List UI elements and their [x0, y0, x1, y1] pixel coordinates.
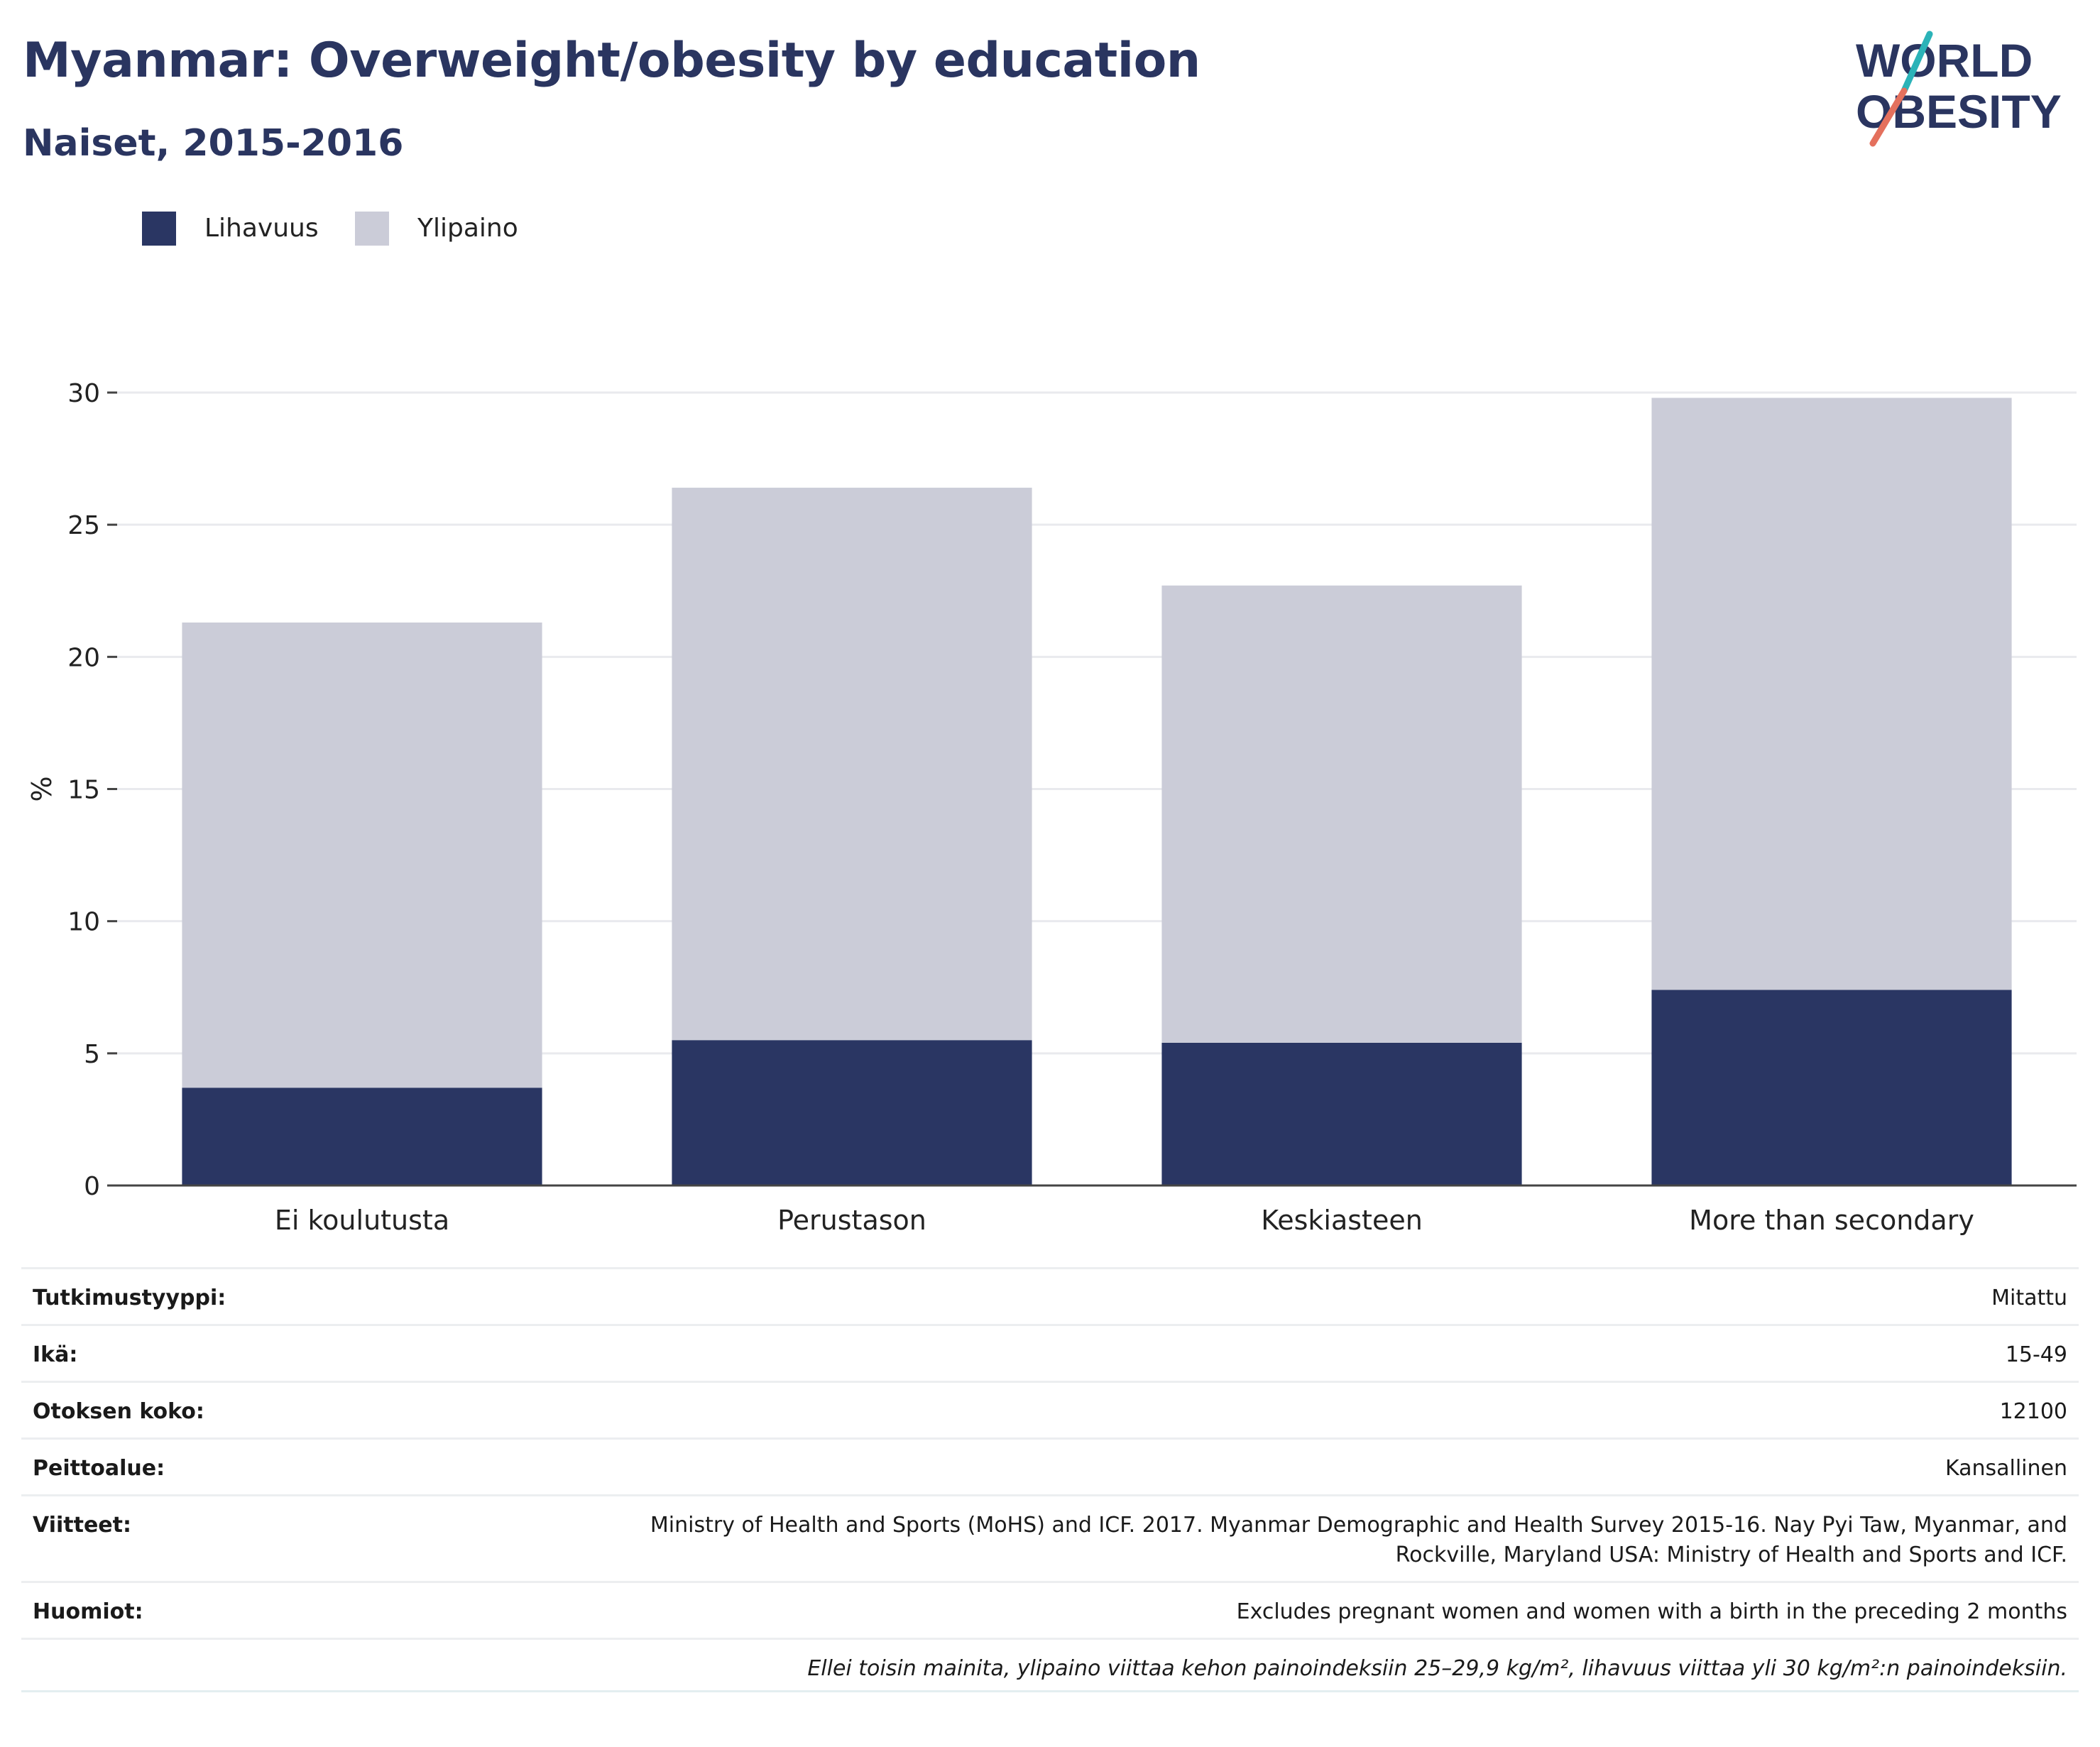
- meta-row-study-type: Tutkimustyyppi: Mitattu: [21, 1267, 2079, 1325]
- meta-row-references: Viitteet: Ministry of Health and Sports …: [21, 1494, 2079, 1582]
- meta-row-definition-note: Ellei toisin mainita, ylipaino viittaa k…: [21, 1638, 2079, 1692]
- meta-value: Kansallinen: [319, 1437, 2079, 1496]
- x-tick-label: Keskiasteen: [1261, 1205, 1423, 1236]
- meta-row-sample-size: Otoksen koko: 12100: [21, 1381, 2079, 1439]
- meta-value: Mitattu: [319, 1267, 2079, 1325]
- meta-key: Tutkimustyyppi:: [21, 1267, 319, 1325]
- bar-ylipaino-1: [182, 622, 542, 1088]
- metadata-table: Tutkimustyyppi: Mitattu Ikä: 15-49 Otoks…: [21, 1267, 2079, 1692]
- meta-row-notes: Huomiot: Excludes pregnant women and wom…: [21, 1581, 2079, 1639]
- meta-value: Excludes pregnant women and women with a…: [319, 1581, 2079, 1639]
- y-tick-label: 10: [67, 908, 100, 937]
- y-tick-label: 25: [67, 511, 100, 540]
- meta-value: 12100: [319, 1381, 2079, 1439]
- meta-value: 15-49: [319, 1324, 2079, 1382]
- bar-ylipaino-4: [1651, 398, 2012, 990]
- y-tick-label: 15: [67, 776, 100, 805]
- y-tick-label: 0: [84, 1172, 100, 1201]
- legend-label-lihavuus: Lihavuus: [204, 214, 319, 243]
- meta-value: Ministry of Health and Sports (MoHS) and…: [319, 1494, 2079, 1582]
- bar-ylipaino-3: [1161, 585, 1522, 1043]
- legend-label-ylipaino: Ylipaino: [417, 214, 518, 243]
- x-tick-label: Perustason: [777, 1205, 926, 1236]
- bar-chart: 0 5 10 15 20 25 30% Ei koulutusta Perustason Kesk…: [26, 379, 2077, 1236]
- meta-key: Ikä:: [21, 1324, 319, 1382]
- bar-ylipaino-2: [672, 488, 1032, 1041]
- y-tick-label: 5: [84, 1040, 100, 1069]
- chart-subtitle: Naiset, 2015-2016: [23, 122, 404, 165]
- chart-title: Myanmar: Overweight/obesity by education: [23, 33, 1201, 89]
- y-tick-label: 30: [67, 379, 100, 408]
- bar-lihavuus-3: [1161, 1042, 1522, 1185]
- meta-key: Viitteet:: [21, 1494, 319, 1582]
- world-obesity-logo: WORLD OBESITY: [1856, 31, 2062, 147]
- y-tick-label: 20: [67, 643, 100, 672]
- x-tick-label: More than secondary: [1689, 1205, 1974, 1236]
- references-text[interactable]: Ministry of Health and Sports (MoHS) and…: [650, 1513, 2067, 1567]
- meta-key: Otoksen koko:: [21, 1381, 319, 1439]
- bar-lihavuus-2: [672, 1040, 1032, 1185]
- bar-lihavuus-4: [1651, 990, 2012, 1185]
- logo-line1: WORLD: [1856, 34, 2033, 87]
- x-tick-label: Ei koulutusta: [275, 1205, 449, 1236]
- meta-key: Huomiot:: [21, 1581, 319, 1639]
- bar-lihavuus-1: [182, 1088, 542, 1185]
- legend-swatch-lihavuus: [142, 212, 176, 246]
- y-axis-label: %: [26, 776, 58, 801]
- logo-line2: OBESITY: [1856, 85, 2062, 138]
- definition-note: Ellei toisin mainita, ylipaino viittaa k…: [21, 1638, 2079, 1692]
- meta-row-coverage: Peittoalue: Kansallinen: [21, 1437, 2079, 1496]
- legend-swatch-ylipaino: [355, 212, 389, 246]
- meta-key: Peittoalue:: [21, 1437, 319, 1496]
- meta-row-age: Ikä: 15-49: [21, 1324, 2079, 1382]
